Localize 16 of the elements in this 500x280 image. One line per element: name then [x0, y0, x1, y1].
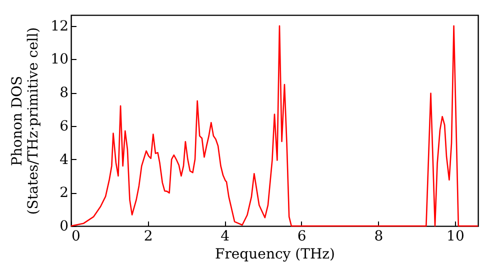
- x-axis-title: Frequency (THz): [214, 246, 336, 262]
- line-series: [70, 25, 479, 227]
- y-tick-label: 2: [60, 185, 68, 202]
- x-tick-label: 6: [297, 228, 306, 244]
- y-tick-label: 6: [60, 118, 69, 134]
- y-tick-label: 10: [50, 52, 68, 68]
- y-tick-label: 0: [60, 218, 68, 234]
- y-tick-label: 8: [60, 85, 68, 102]
- x-tick-label: 2: [144, 228, 153, 244]
- y-tick-label: 4: [60, 152, 69, 168]
- x-tick-label: 0: [72, 228, 80, 244]
- y-axis-title: Phonon DOS (States/THz·primitive cell): [10, 27, 42, 215]
- y-tick-label: 12: [50, 18, 68, 34]
- x-tick-label: 8: [374, 228, 384, 244]
- x-tick-label: 4: [220, 228, 230, 244]
- x-tick-label: 10: [446, 228, 464, 244]
